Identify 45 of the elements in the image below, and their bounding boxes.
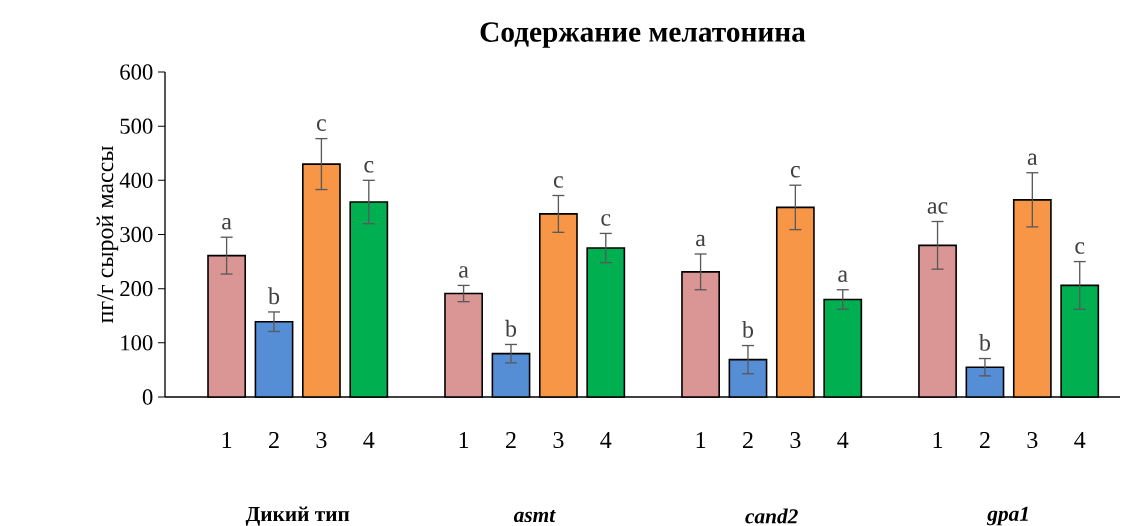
text: 3 xyxy=(553,431,564,449)
data-label: c xyxy=(1075,242,1085,254)
series-label: 2 xyxy=(269,432,279,448)
data-label: c xyxy=(601,214,611,226)
data-label: a xyxy=(1027,153,1038,166)
data-label: b xyxy=(978,333,991,351)
data-label: a xyxy=(838,270,848,283)
data-label: a xyxy=(459,266,469,278)
y-tick-label: 0 xyxy=(142,389,153,405)
text: 4 xyxy=(837,432,849,448)
y-tick-label: 500 xyxy=(120,118,153,134)
y-tick-label: 300 xyxy=(120,226,153,243)
text: 3 xyxy=(790,431,801,449)
x-tick-label: asmt xyxy=(513,509,556,523)
data-label: ac xyxy=(927,202,948,214)
y-tick-label: 200 xyxy=(120,281,153,297)
data-label: a xyxy=(222,217,232,230)
text: 1 xyxy=(696,432,706,448)
data-label: b xyxy=(268,287,280,305)
data-label: b xyxy=(741,320,754,338)
x-tick-label: Дикий тип xyxy=(245,506,350,526)
series-label: 4 xyxy=(363,432,375,448)
data-label: c xyxy=(790,165,800,178)
text: 1 xyxy=(459,432,469,448)
data-label: b xyxy=(504,319,517,337)
series-label: 3 xyxy=(316,431,327,449)
x-tick-label: cand2 xyxy=(745,508,798,524)
text: 2 xyxy=(979,432,990,448)
data-label: c xyxy=(317,119,326,131)
series-label: 1 xyxy=(222,432,232,448)
data-label: a xyxy=(696,234,706,247)
y-tick-label: 400 xyxy=(119,172,153,188)
x-tick-label: gpa1 xyxy=(986,506,1028,526)
text: 2 xyxy=(506,432,516,448)
text: 2 xyxy=(743,432,753,448)
data-label: c xyxy=(553,176,563,188)
text: 1 xyxy=(933,432,943,448)
text: 4 xyxy=(600,432,612,448)
text: 3 xyxy=(1027,431,1038,449)
y-tick-label: 100 xyxy=(121,335,153,351)
text: 4 xyxy=(1074,432,1086,448)
data-label: c xyxy=(364,161,374,173)
y-tick-label: 600 xyxy=(120,64,153,80)
y-axis-title: пг/г сырой массы xyxy=(96,146,119,324)
chart-title: Содержание мелатонина xyxy=(480,22,806,48)
